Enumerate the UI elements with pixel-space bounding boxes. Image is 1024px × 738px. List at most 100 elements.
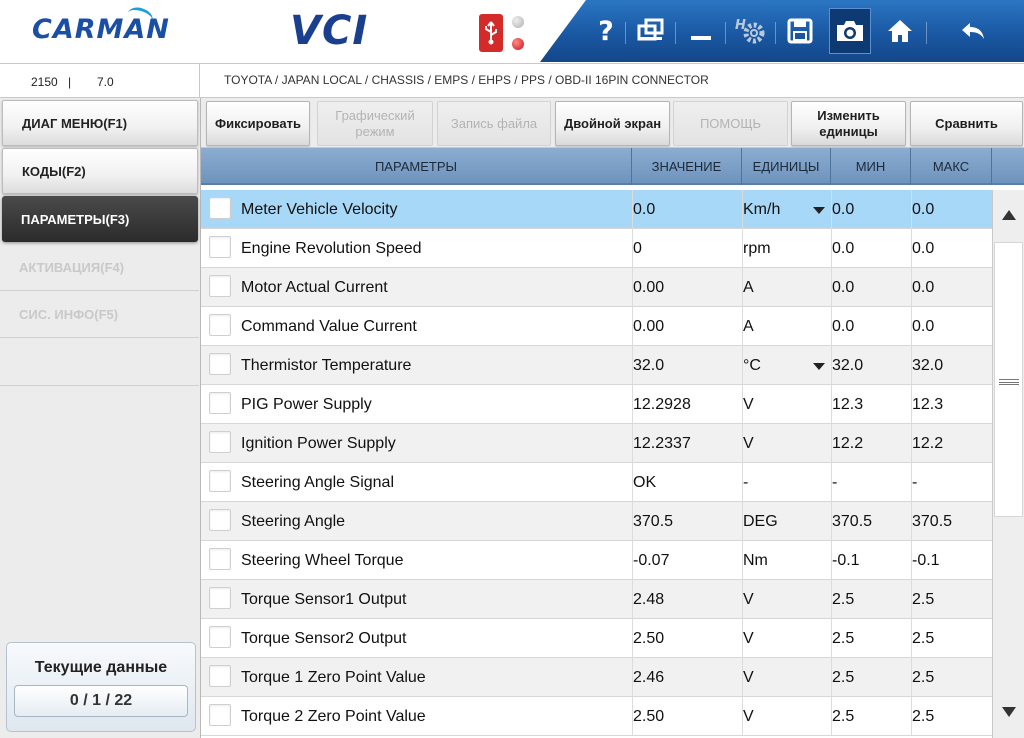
table-row[interactable]: Ignition Power Supply 12.2337 V 12.2 12.2 <box>201 424 992 463</box>
table-row[interactable]: Steering Angle Signal OK - - - <box>201 463 992 502</box>
sidebar-item-diag-menu[interactable]: ДИАГ МЕНЮ(F1) <box>2 100 198 146</box>
column-header-min[interactable]: МИН <box>831 148 911 185</box>
table-row[interactable]: Motor Actual Current 0.00 A 0.0 0.0 <box>201 268 992 307</box>
column-header-parameters[interactable]: ПАРАМЕТРЫ <box>201 148 632 185</box>
window-icon <box>637 18 664 41</box>
column-divider <box>632 424 633 463</box>
param-value: 0 <box>633 240 642 257</box>
param-unit[interactable]: Km/h <box>743 201 781 218</box>
scrollbar[interactable] <box>992 190 1024 738</box>
scroll-thumb[interactable] <box>994 242 1023 517</box>
table-row[interactable]: Engine Revolution Speed 0 rpm 0.0 0.0 <box>201 229 992 268</box>
info-bar: 2150 | 7.0 TOYOTA / JAPAN LOCAL / CHASSI… <box>0 64 1024 98</box>
param-max: 32.0 <box>912 357 944 374</box>
table-row[interactable]: Meter Vehicle Velocity 0.0 Km/h 0.0 0.0 <box>201 190 992 229</box>
row-checkbox[interactable] <box>209 314 231 336</box>
row-checkbox[interactable] <box>209 704 231 726</box>
table-header: ПАРАМЕТРЫ ЗНАЧЕНИЕ ЕДИНИЦЫ МИН МАКС <box>201 148 1024 185</box>
graph-mode-button: Графический режим <box>317 101 433 146</box>
column-divider <box>831 229 832 268</box>
table-row[interactable]: Command Value Current 0.00 A 0.0 0.0 <box>201 307 992 346</box>
param-name: Meter Vehicle Velocity <box>241 201 398 218</box>
scroll-up-button[interactable] <box>993 190 1024 240</box>
row-checkbox[interactable] <box>209 392 231 414</box>
scroll-down-button[interactable] <box>993 687 1024 737</box>
home-button[interactable] <box>879 8 921 54</box>
table-row[interactable]: Steering Wheel Torque -0.07 Nm -0.1 -0.1 <box>201 541 992 580</box>
param-value: 2.46 <box>633 669 665 686</box>
table-row[interactable]: Torque Sensor1 Output 2.48 V 2.5 2.5 <box>201 580 992 619</box>
row-checkbox[interactable] <box>209 197 231 219</box>
window-button[interactable] <box>630 8 672 54</box>
table-row[interactable]: PIG Power Supply 12.2928 V 12.3 12.3 <box>201 385 992 424</box>
table-row[interactable]: Torque 1 Zero Point Value 2.46 V 2.5 2.5 <box>201 658 992 697</box>
sidebar-item-parameters[interactable]: ПАРАМЕТРЫ(F3) <box>2 196 198 242</box>
minimize-button[interactable] <box>680 8 722 54</box>
question-mark-icon: ? <box>598 15 614 47</box>
help-button[interactable]: ? <box>585 8 627 54</box>
compare-button[interactable]: Сравнить <box>910 101 1023 146</box>
row-checkbox[interactable] <box>209 236 231 258</box>
save-button[interactable] <box>779 8 821 54</box>
info-separator: | <box>68 75 72 89</box>
row-checkbox[interactable] <box>209 548 231 570</box>
param-min: 0.0 <box>832 318 855 335</box>
column-divider <box>831 190 832 229</box>
param-unit: V <box>743 591 754 608</box>
param-value: 0.00 <box>633 318 665 335</box>
row-checkbox[interactable] <box>209 665 231 687</box>
param-min: 32.0 <box>832 357 864 374</box>
table-row[interactable]: Torque Sensor2 Output 2.50 V 2.5 2.5 <box>201 619 992 658</box>
screenshot-button[interactable] <box>829 8 871 54</box>
column-divider <box>911 658 912 697</box>
camera-icon <box>837 21 863 41</box>
grip-icon <box>999 379 1019 385</box>
column-divider <box>831 658 832 697</box>
param-max: 2.5 <box>912 630 935 647</box>
table-row[interactable]: Thermistor Temperature 32.0 °C 32.0 32.0 <box>201 346 992 385</box>
sidebar-item-label: ПАРАМЕТРЫ(F3) <box>21 211 130 227</box>
row-checkbox[interactable] <box>209 587 231 609</box>
chevron-down-icon[interactable] <box>813 207 825 214</box>
row-checkbox[interactable] <box>209 431 231 453</box>
column-divider <box>831 424 832 463</box>
table-row[interactable]: Steering Angle 370.5 DEG 370.5 370.5 <box>201 502 992 541</box>
column-divider <box>831 346 832 385</box>
row-checkbox[interactable] <box>209 353 231 375</box>
param-name: Engine Revolution Speed <box>241 240 422 257</box>
column-header-max[interactable]: МАКС <box>911 148 992 185</box>
column-divider <box>742 424 743 463</box>
sidebar-item-codes[interactable]: КОДЫ(F2) <box>2 148 198 194</box>
row-checkbox[interactable] <box>209 470 231 492</box>
back-button[interactable] <box>952 8 994 54</box>
settings-button[interactable]: H <box>730 8 772 54</box>
freeze-button[interactable]: Фиксировать <box>206 101 310 146</box>
row-checkbox[interactable] <box>209 275 231 297</box>
toolbar-divider <box>775 22 776 44</box>
column-divider <box>632 502 633 541</box>
column-divider <box>911 229 912 268</box>
table-row[interactable]: Torque 2 Zero Point Value 2.50 V 2.5 2.5 <box>201 697 992 736</box>
param-min: 0.0 <box>832 201 855 218</box>
param-max: 0.0 <box>912 318 935 335</box>
column-divider <box>831 580 832 619</box>
breadcrumb: TOYOTA / JAPAN LOCAL / CHASSIS / EMPS / … <box>224 73 709 87</box>
column-divider <box>742 385 743 424</box>
status-led-off-icon <box>512 16 524 28</box>
param-unit: - <box>743 474 749 491</box>
sidebar-item-label: ДИАГ МЕНЮ(F1) <box>22 115 128 131</box>
carman-logo: CARMAN <box>32 4 170 45</box>
chevron-down-icon[interactable] <box>813 363 825 370</box>
change-units-button[interactable]: Изменить единицы <box>791 101 906 146</box>
column-divider <box>742 619 743 658</box>
param-unit[interactable]: °C <box>743 357 761 374</box>
column-header-units[interactable]: ЕДИНИЦЫ <box>742 148 831 185</box>
row-checkbox[interactable] <box>209 509 231 531</box>
column-divider <box>911 307 912 346</box>
dual-screen-button[interactable]: Двойной экран <box>555 101 670 146</box>
row-checkbox[interactable] <box>209 626 231 648</box>
column-header-value[interactable]: ЗНАЧЕНИЕ <box>632 148 742 185</box>
param-value: -0.07 <box>633 552 670 569</box>
param-unit: A <box>743 318 754 335</box>
minimize-icon <box>691 36 711 40</box>
